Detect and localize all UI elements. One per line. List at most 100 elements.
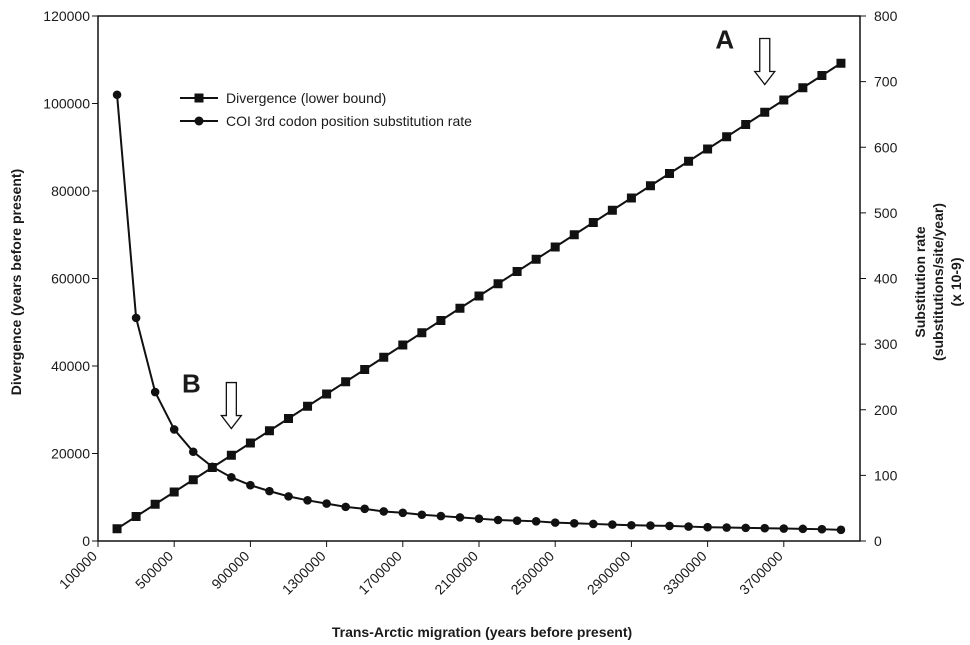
data-point-circle [379,507,389,516]
x-axis-title: Trans-Arctic migration (years before pre… [332,624,632,640]
y-right-tick-label: 300 [874,336,898,352]
y-right-tick-label: 200 [874,402,898,418]
data-point-square [512,267,522,276]
y-left-tick-label: 80000 [51,183,90,199]
x-tick-label: 2100000 [431,548,481,598]
data-point-circle [150,387,160,397]
data-point-square [665,169,674,178]
data-point-square [169,487,179,497]
data-point-circle [798,524,808,534]
data-point-square [493,279,503,289]
data-point-circle [779,524,789,533]
data-point-circle [360,504,370,514]
legend-marker-circle [194,116,204,126]
data-point-circle [817,524,827,534]
x-tick-label: 1700000 [355,548,405,598]
data-point-circle [417,510,427,520]
x-axis: 100000 500000 900000 1300000 1700000 2100000 2… [56,541,786,598]
data-point-circle [531,517,541,526]
data-point-circle [398,508,408,518]
y-left-tick-label: 120000 [43,8,90,24]
data-point-square [588,218,598,227]
data-point-square [684,156,694,166]
plot-border [97,15,861,542]
y-axis-left: 0 20000 40000 60000 80000 100000 120000 [43,8,98,549]
data-point-circle [589,519,598,529]
y-right-tick-label: 100 [874,467,898,483]
y-left-tick-label: 0 [82,533,90,549]
legend: Divergence (lower bound) COI 3rd codon p… [180,90,472,129]
data-point-square [455,303,465,313]
series-divergence [112,58,846,534]
y-axis-right-title-line3: (x 10-9) [948,257,964,306]
data-point-circle [836,525,846,535]
data-point-circle [188,447,198,457]
series-line [116,94,841,531]
data-point-circle [322,499,331,508]
y-left-tick-label: 60000 [51,271,90,287]
y-left-tick-label: 20000 [51,446,90,462]
data-point-square [798,83,808,93]
data-point-circle [303,496,312,505]
x-tick-label: 2500000 [507,548,557,598]
data-point-square [550,242,560,252]
series-layer [112,58,846,535]
data-point-square [284,414,293,423]
data-point-circle [169,425,179,434]
annotations: AB [182,25,777,430]
data-point-circle [646,521,655,530]
plot-area [97,15,861,542]
data-point-square [474,291,484,301]
x-tick-label: 3300000 [660,548,710,598]
annotation-label-b: B [182,369,201,399]
y-axis-right: 0 100 200 300 400 500 600 700 800 [860,8,898,549]
data-point-circle [569,518,579,528]
data-point-circle [741,523,750,533]
data-point-circle [703,522,712,532]
data-point-circle [722,523,731,532]
data-point-square [398,340,408,350]
data-point-square [150,499,160,509]
data-point-circle [341,502,350,512]
annotation-label-a: A [715,25,734,55]
y-right-tick-label: 800 [874,8,898,24]
data-point-circle [246,480,255,490]
data-point-square [569,230,579,240]
data-point-square [112,524,122,534]
y-axis-right-title-line2: (substitutions/site/year) [930,203,946,361]
data-point-circle [627,520,636,530]
data-point-square [417,328,427,338]
legend-marker-square [194,93,204,103]
data-point-square [360,365,370,374]
x-tick-label: 2900000 [584,548,634,598]
data-point-square [741,120,751,129]
data-point-square [436,316,446,325]
data-point-square [645,181,655,191]
data-point-square [131,512,141,521]
data-point-square [264,426,274,436]
y-right-tick-label: 400 [874,271,898,287]
y-right-tick-label: 0 [874,533,882,549]
legend-label-divergence: Divergence (lower bound) [226,90,386,106]
x-tick-label: 100000 [56,548,100,592]
data-point-square [760,107,770,117]
data-point-circle [550,518,560,527]
data-point-square [531,254,541,264]
data-point-square [779,95,789,105]
data-point-circle [208,462,217,472]
x-tick-label: 1300000 [279,548,329,598]
data-point-circle [284,492,293,501]
legend-label-rate: COI 3rd codon position substitution rate [226,113,472,129]
y-right-tick-label: 500 [874,205,898,221]
data-point-circle [227,473,236,482]
data-point-square [322,389,332,399]
data-point-square [188,475,198,485]
data-point-square [379,352,389,362]
data-point-circle [474,514,484,523]
y-axis-left-title: Divergence (years before present) [8,169,24,395]
data-point-square [303,401,313,411]
annotation-arrow-a [753,37,777,86]
x-tick-label: 500000 [132,548,176,592]
series-substitution-rate [112,90,846,535]
